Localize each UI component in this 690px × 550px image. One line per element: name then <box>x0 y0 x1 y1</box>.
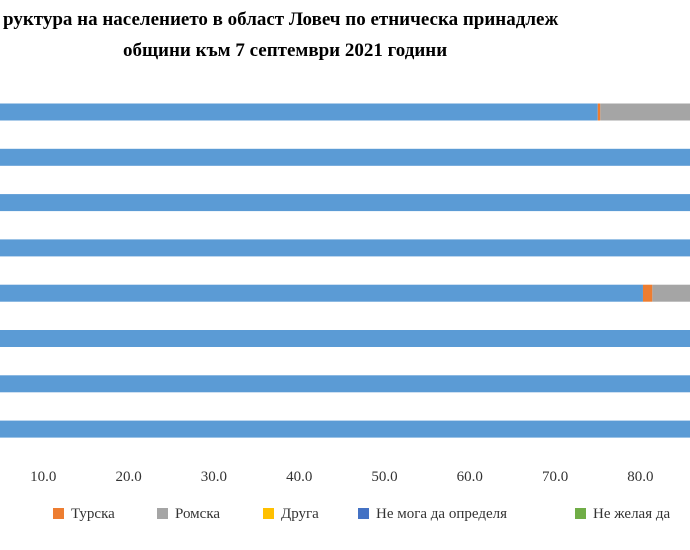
bar-6-series-1 <box>0 330 690 347</box>
x-tick-label: 40.0 <box>286 469 312 485</box>
bar-8-series-1 <box>0 420 690 438</box>
bar-5-series-3 <box>652 284 690 302</box>
legend-swatch <box>358 508 369 519</box>
bar-1-series-3 <box>600 103 690 121</box>
bar-7-series-1 <box>0 375 690 393</box>
chart-title-line-2: общини към 7 септември 2021 години <box>123 40 448 61</box>
legend-label: Друга <box>281 506 319 522</box>
bar-1-series-2 <box>597 103 601 121</box>
legend-swatch <box>575 508 586 519</box>
x-tick-label: 20.0 <box>115 469 141 485</box>
x-tick-label: 50.0 <box>371 469 397 485</box>
chart-title-line-1: руктура на населението в област Ловеч по… <box>3 9 559 30</box>
x-tick-label: 60.0 <box>457 469 483 485</box>
legend-label: Ромска <box>175 506 220 522</box>
bar-3-series-1 <box>0 194 690 212</box>
legend-label: Не мога да определя <box>376 506 507 522</box>
legend-swatch <box>263 508 274 519</box>
x-tick-label: 80.0 <box>627 469 653 485</box>
legend-swatch <box>53 508 64 519</box>
legend-label: Турска <box>71 506 115 522</box>
x-tick-label: 10.0 <box>30 469 56 485</box>
x-tick-label: 30.0 <box>201 469 227 485</box>
bar-1-series-1 <box>0 103 598 121</box>
legend-label: Не желая да <box>593 506 670 522</box>
bar-4-series-1 <box>0 239 690 257</box>
bar-5-series-1 <box>0 284 643 302</box>
legend-swatch <box>157 508 168 519</box>
bar-5-series-2 <box>642 284 653 302</box>
x-tick-label: 70.0 <box>542 469 568 485</box>
bar-2-series-1 <box>0 148 690 166</box>
